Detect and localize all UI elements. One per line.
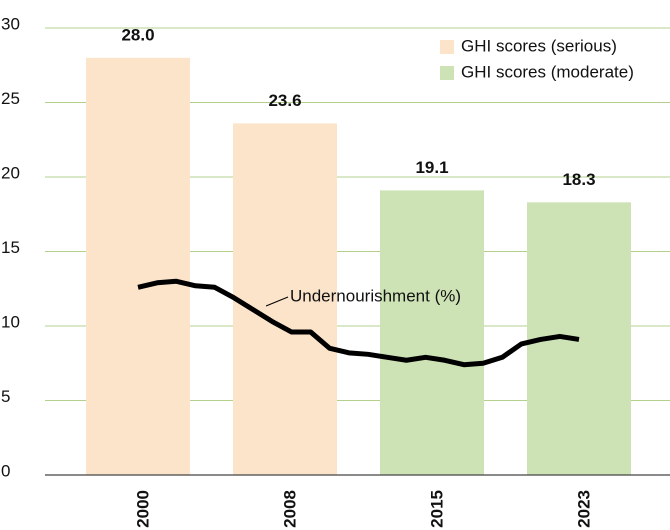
data-label: 18.3 xyxy=(562,170,595,189)
legend-swatch xyxy=(440,66,454,80)
x-tick-label: 2008 xyxy=(280,490,299,528)
data-label: 19.1 xyxy=(415,158,448,177)
annotation-leader xyxy=(265,296,289,307)
data-label: 28.0 xyxy=(121,25,154,44)
y-tick-label: 25 xyxy=(1,89,20,108)
line-label: Undernourishment (%) xyxy=(290,286,461,305)
y-tick-label: 20 xyxy=(1,163,20,182)
x-tick-label: 2000 xyxy=(133,490,152,528)
x-tick-label: 2015 xyxy=(427,490,446,528)
legend-swatch xyxy=(440,40,454,54)
x-tick-label: 2023 xyxy=(574,490,593,528)
legend-label: GHI scores (moderate) xyxy=(461,62,634,81)
y-tick-label: 30 xyxy=(1,14,20,33)
bar xyxy=(233,123,337,476)
y-tick-label: 10 xyxy=(1,312,20,331)
legend-label: GHI scores (serious) xyxy=(461,36,617,55)
y-tick-label: 0 xyxy=(1,461,10,480)
y-tick-label: 5 xyxy=(1,387,10,406)
bar xyxy=(86,57,190,476)
y-tick-label: 15 xyxy=(1,238,20,257)
data-label: 23.6 xyxy=(268,91,301,110)
bar xyxy=(380,190,484,475)
line xyxy=(137,278,580,368)
